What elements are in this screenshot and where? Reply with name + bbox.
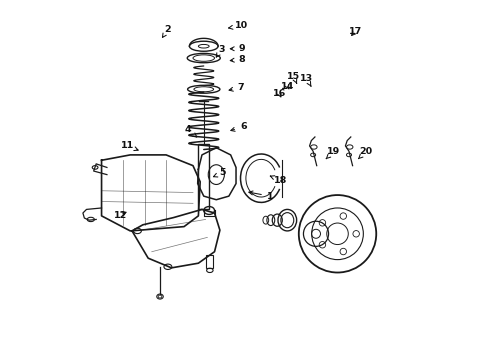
- Text: 15: 15: [287, 72, 300, 84]
- Text: 3: 3: [216, 45, 225, 57]
- Text: 16: 16: [272, 89, 286, 98]
- Text: 17: 17: [349, 27, 362, 36]
- Text: 8: 8: [230, 55, 245, 64]
- Text: 2: 2: [163, 25, 171, 37]
- Text: 1: 1: [249, 191, 273, 201]
- Text: 18: 18: [270, 176, 287, 185]
- Text: 14: 14: [281, 82, 294, 91]
- Text: 11: 11: [121, 141, 138, 150]
- Text: 5: 5: [214, 168, 226, 177]
- Text: 10: 10: [229, 21, 248, 30]
- Text: 4: 4: [184, 125, 197, 137]
- Text: 20: 20: [359, 147, 373, 159]
- Text: 7: 7: [229, 83, 244, 92]
- Text: 9: 9: [230, 44, 245, 53]
- Text: 6: 6: [231, 122, 246, 131]
- Text: 13: 13: [300, 75, 313, 86]
- Bar: [206, 255, 214, 268]
- Text: 19: 19: [326, 147, 341, 159]
- Text: 12: 12: [114, 211, 127, 220]
